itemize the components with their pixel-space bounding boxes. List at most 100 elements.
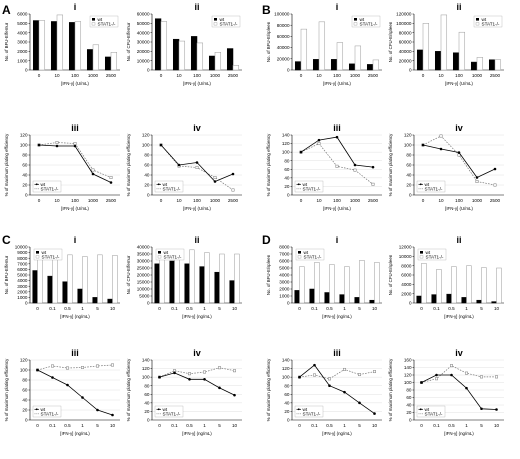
y-tick-label: 20 [144,183,150,188]
x-tick-label: 100 [193,198,201,203]
y-tick-label: 20000 [277,56,290,61]
y-tick-label: 10000 [15,245,28,250]
legend-box [416,180,446,193]
bar-stat1 [189,249,195,304]
bar-wt [369,299,375,304]
bar-stat1 [174,256,180,304]
y-tick-label: 40000 [137,245,150,250]
chart-b-ii: ii 0 20000 40000 60000 80000 100000 120000 0 10 10… [388,2,504,86]
bar-stat1 [421,263,427,304]
y-tick-label: 120 [282,141,290,146]
bar-stat1 [160,21,168,71]
legend-swatch-stat1 [353,22,358,26]
y-tick-label: 7000 [17,261,28,266]
line-wt [37,369,113,416]
y-tick-label: 0 [409,301,412,306]
chart-b-iii: iii 0 20 40 60 80 100 120 140 0 10 100 1000 2500 [IFN-… [266,123,382,211]
point-wt [218,386,221,390]
y-tick-label: 100 [404,380,412,385]
line-stat1 [421,365,497,383]
y-tick-label: 2000 [17,289,28,294]
bar-wt [190,36,198,71]
x-tick-label: 0 [160,198,163,203]
bar-stat1 [82,256,88,304]
point-stat1 [218,366,221,370]
x-axis-label: [IFN-γ] (ng/mL) [444,431,474,436]
legend-label-wt: wt [482,17,487,22]
point-stat1 [465,371,468,375]
y-tick-label: 40 [284,175,290,180]
bar-stat1 [359,260,365,304]
y-tick-label: 120 [404,373,412,378]
y-tick-label: 100 [142,375,150,380]
y-tick-label: 0 [25,68,28,73]
point-stat1 [457,153,461,157]
legend-label-stat1: STAT1-/- [98,21,116,26]
x-tick-label: 0 [38,198,41,203]
x-axis-label: [IFN-γ] (ng/mL) [182,314,212,319]
x-tick-label: 1000 [210,73,221,78]
y-tick-label: 3000 [17,284,28,289]
sub-label: iv [455,123,463,133]
y-tick-label: 10000 [137,287,150,292]
point-stat1 [111,363,114,367]
sub-label: ii [194,235,199,245]
chart-c-i: i010002000300040005000600070008000900010… [4,235,120,319]
bar-stat1 [329,264,335,304]
point-stat1 [439,134,443,138]
point-stat1 [493,183,497,187]
y-tick-label: 5000 [279,266,290,271]
bar-stat1 [422,23,430,71]
y-tick-label: 100 [142,143,150,148]
bar-wt [294,61,302,71]
bar-wt [476,299,482,304]
line-stat1 [38,142,112,178]
bar-wt [452,52,460,71]
y-tick-label: 40000 [277,45,290,50]
point-wt [313,363,316,367]
legend-marker-wt [419,408,422,411]
legend-label-wt: wt [303,407,308,412]
x-axis-label: [IFN-γ] (ng/mL) [322,314,352,319]
bar-stat1 [97,254,103,304]
x-tick-label: 0 [158,306,161,311]
y-tick-label: 0 [287,418,290,423]
y-tick-label: 4000 [279,273,290,278]
legend-label-wt: wt [164,250,169,255]
legend-marker-wt [419,183,422,186]
x-tick-label: 0 [422,73,425,78]
point-stat1 [81,366,84,369]
y-tick-label: 0 [409,418,412,423]
y-tick-label: 50000 [137,21,150,26]
panel-letter-c: C [2,233,11,247]
x-tick-label: 1000 [350,73,361,78]
point-stat1 [328,377,331,381]
y-tick-label: 0 [25,418,28,423]
legend-label-wt: wt [425,407,430,412]
x-tick-label: 0 [38,73,41,78]
y-tick-label: 120000 [396,12,412,17]
x-tick-label: 10 [110,423,116,428]
bar-stat1 [466,265,472,304]
y-tick-label: 120 [142,366,150,371]
x-tick-label: 5 [358,423,361,428]
legend-label-stat1: STAT1-/- [425,411,443,416]
sub-label: ii [456,235,461,245]
sub-label: i [336,2,339,12]
bar-wt [339,294,345,304]
point-wt [177,163,181,167]
legend-label-stat1: STAT1-/- [42,254,60,259]
chart-d-iv: iv 0 20 40 60 80 100 120 140 160 0 0.1 0.5 1 5 10 [IFN-γ… [388,348,504,436]
bar-stat1 [451,266,457,304]
y-tick-label: 35000 [137,252,150,257]
bar-stat1 [56,14,64,71]
x-tick-label: 0.5 [448,306,455,311]
y-tick-label: 20000 [137,273,150,278]
point-wt [480,407,483,411]
panel-letter-b: B [262,3,271,17]
point-stat1 [173,369,176,373]
